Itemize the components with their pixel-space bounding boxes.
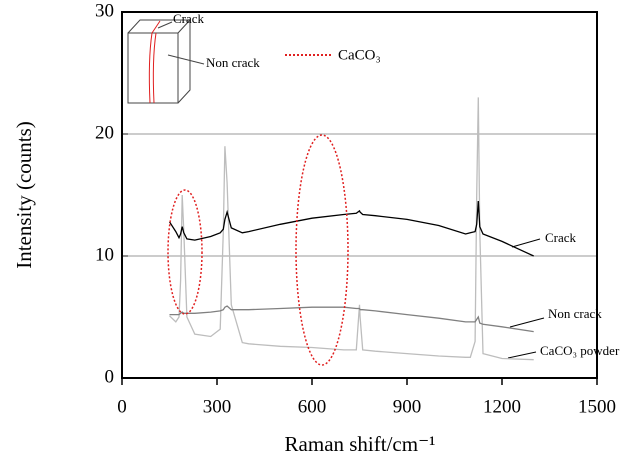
annotation-arrow xyxy=(507,238,545,359)
series-line xyxy=(168,201,534,257)
y-tick-label: 20 xyxy=(95,122,114,143)
x-tick-label: 0 xyxy=(117,396,127,417)
legend-label: CaCO₃ xyxy=(338,47,381,63)
y-axis-title: Intensity (counts) xyxy=(12,121,36,269)
series-line xyxy=(169,97,534,361)
highlight-ellipse xyxy=(295,134,349,366)
x-tick-label: 300 xyxy=(203,396,232,417)
plot-frame xyxy=(121,11,598,379)
y-tick-label: 10 xyxy=(95,244,114,265)
inset-label: Non crack xyxy=(206,55,260,70)
inset-cube xyxy=(127,19,205,104)
x-tick-label: 900 xyxy=(393,396,422,417)
x-tick-label: 600 xyxy=(298,396,327,417)
series-label: Crack xyxy=(545,230,577,245)
series-line xyxy=(169,305,534,333)
x-axis-title: Raman shift/cm⁻¹ xyxy=(285,432,436,456)
y-tick-label: 0 xyxy=(105,366,115,387)
x-tick-label: 1200 xyxy=(483,396,521,417)
x-tick-label: 1500 xyxy=(578,396,616,417)
y-tick-label: 30 xyxy=(95,0,114,21)
inset-label: Crack xyxy=(173,11,205,26)
highlight-ellipse xyxy=(167,189,203,315)
series-label: Non crack xyxy=(548,306,602,321)
series-label: CaCO₃ powder xyxy=(540,343,620,358)
